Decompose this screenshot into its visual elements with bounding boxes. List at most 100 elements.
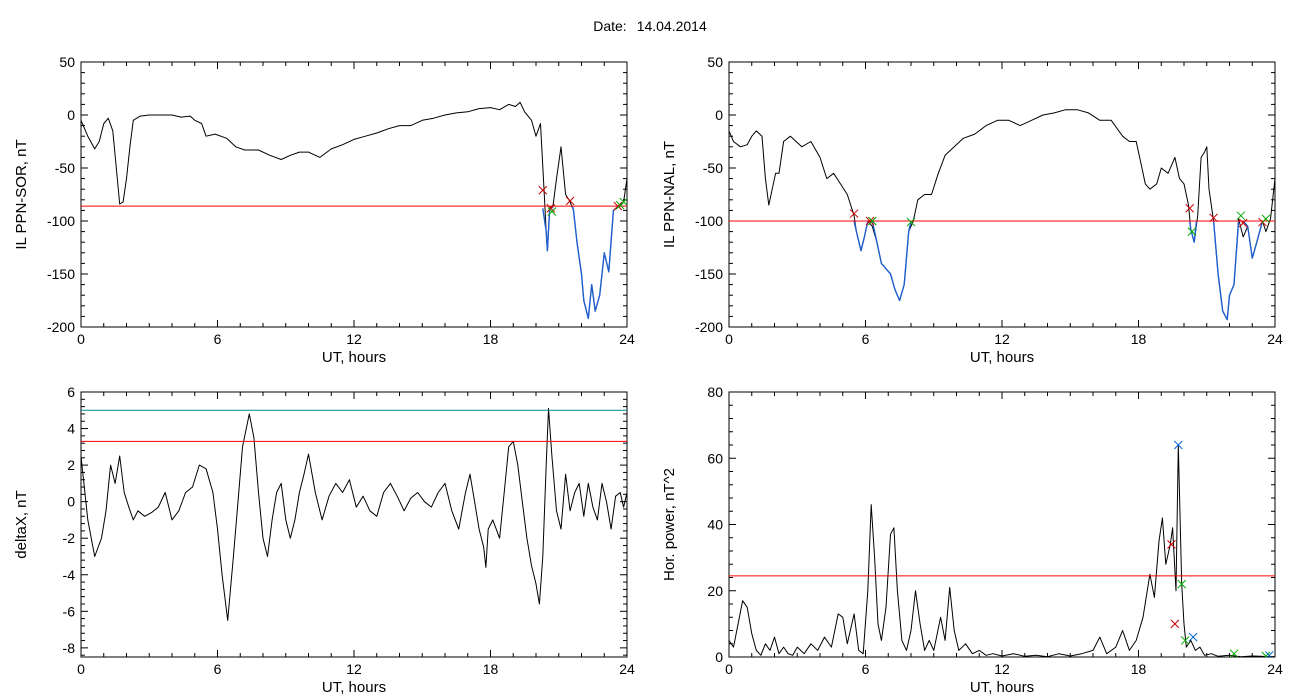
x-axis-label: UT, hours: [322, 349, 386, 366]
x-tick-label: 0: [77, 331, 85, 347]
y-tick-label: 60: [707, 450, 723, 466]
marker-stroke: [619, 197, 627, 207]
marker-red: [1170, 619, 1180, 629]
data-layer: [729, 109, 1275, 321]
y-tick-label: -50: [55, 160, 75, 176]
y-axis-label: Hor. power, nT^2: [661, 468, 678, 581]
marker-stroke: [1170, 619, 1180, 629]
marker-stroke: [1238, 218, 1248, 228]
marker-green: [1236, 211, 1246, 221]
marker-stroke: [1187, 227, 1197, 236]
highlight-segment: [571, 206, 619, 320]
page-title: Date: 14.04.2014: [0, 18, 1300, 34]
x-tick-label: 6: [214, 331, 222, 347]
x-tick-label: 24: [1267, 661, 1283, 677]
x-axis-label: UT, hours: [970, 679, 1034, 696]
marker-green: [619, 197, 627, 207]
y-tick-label: 0: [715, 649, 723, 665]
panel-power: 0 6 12 18 24 0 20 40 60 80 UT, hours Hor. power, nT…: [661, 384, 1283, 696]
marker-stroke: [1167, 540, 1176, 549]
x-tick-label: 24: [619, 661, 635, 677]
marker-stroke: [1266, 650, 1274, 657]
x-tick-label: 6: [862, 661, 870, 677]
x-tick-label: 18: [483, 331, 499, 347]
marker-red: [1167, 540, 1176, 549]
highlight-segment: [1242, 220, 1264, 259]
y-tick-label: -50: [703, 160, 723, 176]
x-tick-label: 24: [1267, 331, 1283, 347]
data-line: [729, 444, 1275, 657]
data-line: [729, 109, 1275, 321]
marker-stroke: [1261, 214, 1271, 224]
panel-nal: 0 6 12 18 24 -200 -150 -100 -50 0 50 UT, hours IL PP…: [661, 54, 1283, 366]
data-line: [81, 101, 627, 319]
marker-red: [849, 209, 859, 218]
marker-stroke: [1185, 203, 1195, 213]
marker-red: [565, 196, 575, 206]
y-tick-label: 4: [67, 421, 75, 437]
marker-stroke: [867, 216, 877, 226]
x-tick-label: 12: [346, 661, 362, 677]
x-tick-label: 18: [483, 661, 499, 677]
x-tick-label: 6: [214, 661, 222, 677]
marker-stroke: [613, 201, 623, 211]
highlight-segment: [542, 206, 554, 252]
y-tick-label: 50: [59, 54, 75, 70]
y-axis-label: IL PPN-SOR, nT: [13, 139, 30, 249]
x-tick-label: 0: [725, 661, 733, 677]
y-tick-label: 6: [67, 384, 75, 400]
marker-green: [1180, 636, 1190, 645]
x-axis-label: UT, hours: [970, 349, 1034, 366]
marker-red: [546, 203, 556, 213]
y-tick-label: 0: [67, 494, 75, 510]
y-tick-label: -100: [695, 213, 723, 229]
x-tick-label: 6: [862, 331, 870, 347]
x-tick-label: 24: [619, 331, 635, 347]
marker-stroke: [547, 207, 557, 216]
y-tick-label: -100: [47, 213, 75, 229]
x-tick-label: 12: [994, 661, 1010, 677]
marker-red: [1238, 218, 1248, 228]
y-tick-label: 0: [67, 107, 75, 123]
marker-stroke: [546, 203, 556, 213]
marker-stroke: [1180, 636, 1190, 645]
x-tick-label: 12: [346, 331, 362, 347]
marker-stroke: [1230, 649, 1239, 657]
marker-green: [1187, 227, 1197, 236]
y-tick-label: -200: [47, 319, 75, 335]
marker-red: [613, 201, 623, 211]
marker-stroke: [1264, 651, 1271, 657]
data-line: [81, 407, 627, 621]
marker-stroke: [1209, 213, 1218, 223]
marker-green: [1229, 649, 1239, 657]
marker-stroke: [865, 216, 875, 226]
date-value: 14.04.2014: [636, 18, 707, 34]
x-tick-label: 0: [725, 331, 733, 347]
marker-blue: [1264, 650, 1274, 657]
highlight-segment: [1189, 220, 1198, 243]
marker-red: [865, 216, 875, 226]
panel-sor: 0 6 12 18 24 -200 -150 -100 -50 0 50 UT, hours IL PP…: [13, 54, 635, 366]
marker-red: [538, 185, 548, 195]
plot-frame: [80, 61, 628, 328]
marker-stroke: [565, 196, 575, 206]
y-tick-label: -150: [695, 266, 723, 282]
y-tick-label: -4: [63, 567, 76, 583]
marker-green: [1261, 214, 1271, 224]
data-layer: [81, 407, 627, 621]
marker-green: [906, 217, 916, 227]
y-tick-label: 20: [707, 583, 723, 599]
date-label: Date:: [593, 18, 627, 34]
marker-stroke: [538, 185, 548, 195]
y-tick-label: 80: [707, 384, 723, 400]
x-tick-label: 12: [994, 331, 1010, 347]
highlight-segment: [871, 220, 912, 302]
x-axis-label: UT, hours: [322, 679, 386, 696]
x-tick-label: 0: [77, 661, 85, 677]
marker-stroke: [1236, 211, 1246, 221]
marker-blue: [1173, 440, 1183, 450]
marker-red: [1185, 203, 1195, 213]
plot-frame: [80, 391, 628, 658]
highlight-segment: [1212, 220, 1240, 321]
